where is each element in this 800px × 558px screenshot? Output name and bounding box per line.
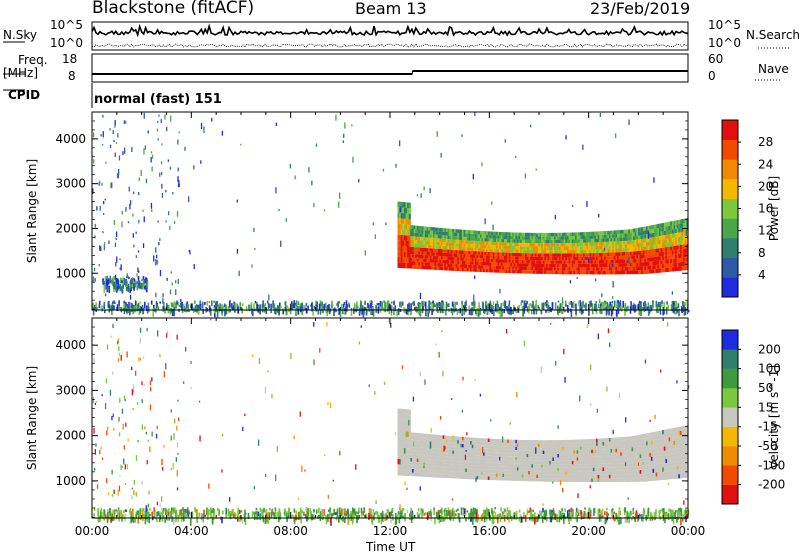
velocity-ytick-label-1: 2000	[55, 429, 86, 443]
freq-label-2: [MHz]	[3, 66, 38, 80]
x-tick-label-5: 20:00	[571, 524, 606, 538]
power-ytick-label-1: 2000	[55, 221, 86, 235]
freq-panel-frame	[92, 54, 688, 82]
power-panel-frame	[92, 112, 688, 310]
noise-panel-frame	[92, 22, 688, 50]
velocity-ytick-label-3: 4000	[55, 338, 86, 352]
power-colorbar-tick-label-0: 4	[758, 268, 766, 282]
velocity-colorbar-swatch-5	[722, 388, 738, 408]
velocity-colorbar-swatch-7	[722, 349, 738, 369]
velocity-colorbar-swatch-2	[722, 446, 738, 466]
x-tick-label-6: 00:00	[671, 524, 706, 538]
noise-tick-top: 10^5	[50, 18, 83, 32]
noise-search-line	[92, 44, 688, 47]
velocity-ytick-label-0: 1000	[55, 474, 86, 488]
power-colorbar-tick-label-6: 28	[758, 135, 773, 149]
noise-left-label: N.Sky	[3, 28, 37, 42]
velocity-ylabel: Slant Range [km]	[25, 366, 39, 470]
noise-right-tick-top: 10^5	[708, 18, 741, 32]
freq-tick-top: 18	[62, 52, 77, 66]
nave-label: Nave	[758, 62, 789, 76]
x-tick-label-1: 04:00	[174, 524, 209, 538]
nave-tick-top: 60	[708, 52, 723, 66]
power-colorbar-swatch-6	[722, 159, 738, 179]
power-colorbar-swatch-3	[722, 218, 738, 238]
noise-sky-line	[92, 26, 688, 35]
station-title: Blackstone (fitACF)	[92, 0, 254, 18]
power-heatmap	[92, 112, 689, 317]
freq-tick-bottom: 8	[68, 69, 76, 83]
cpid-label: CPID	[8, 88, 40, 102]
power-colorbar-swatch-4	[722, 199, 738, 219]
velocity-colorbar-swatch-1	[722, 465, 738, 485]
velocity-colorbar-label: Velocity [m s^-1]	[767, 365, 781, 469]
noise-right-label: N.Search	[746, 28, 800, 42]
velocity-sparse-scatter	[93, 319, 690, 524]
velocity-ytick-label-2: 3000	[55, 383, 86, 397]
noise-tick-bottom: 10^0	[50, 36, 83, 50]
power-feature-0	[398, 202, 689, 275]
velocity-heatmap	[93, 319, 690, 526]
velocity-colorbar-swatch-4	[722, 407, 738, 427]
power-colorbar-swatch-1	[722, 258, 738, 278]
power-colorbar-swatch-2	[722, 238, 738, 258]
noise-right-tick-bottom: 10^0	[708, 36, 741, 50]
velocity-colorbar-swatch-3	[722, 427, 738, 447]
cpid-value: normal (fast) 151	[94, 92, 222, 107]
x-tick-label-2: 08:00	[273, 524, 308, 538]
power-ytick-label-2: 3000	[55, 177, 86, 191]
velocity-colorbar-tick-label-7: 200	[758, 342, 781, 356]
power-colorbar-swatch-5	[722, 179, 738, 199]
velocity-colorbar-swatch-8	[722, 330, 738, 350]
x-tick-label-3: 12:00	[373, 524, 408, 538]
velocity-colorbar-swatch-6	[722, 369, 738, 389]
power-colorbar	[722, 120, 741, 297]
power-colorbar-label: Power [dB]	[767, 176, 781, 241]
power-ylabel: Slant Range [km]	[25, 159, 39, 263]
power-colorbar-swatch-0	[722, 277, 738, 297]
velocity-colorbar-swatch-0	[722, 485, 738, 505]
power-ytick-label-3: 4000	[55, 132, 86, 146]
date-label: 23/Feb/2019	[590, 0, 690, 18]
velocity-colorbar-tick-label-0: -200	[758, 478, 785, 492]
velocity-colorbar	[722, 330, 741, 504]
power-colorbar-swatch-8	[722, 120, 738, 140]
x-axis-label: Time UT	[366, 540, 415, 554]
beam-label: Beam 13	[355, 0, 427, 18]
power-colorbar-tick-label-1: 8	[758, 246, 766, 260]
velocity-panel-frame	[92, 318, 688, 518]
freq-label-1: Freq.	[18, 53, 48, 67]
power-colorbar-swatch-7	[722, 140, 738, 160]
power-colorbar-tick-label-5: 24	[758, 157, 773, 171]
power-ytick-label-0: 1000	[55, 266, 86, 280]
velocity-feature-1	[93, 507, 689, 526]
x-tick-label-0: 00:00	[75, 524, 110, 538]
power-sparse-scatter	[92, 112, 687, 314]
x-tick-label-4: 16:00	[472, 524, 507, 538]
nave-tick-bottom: 0	[708, 69, 716, 83]
